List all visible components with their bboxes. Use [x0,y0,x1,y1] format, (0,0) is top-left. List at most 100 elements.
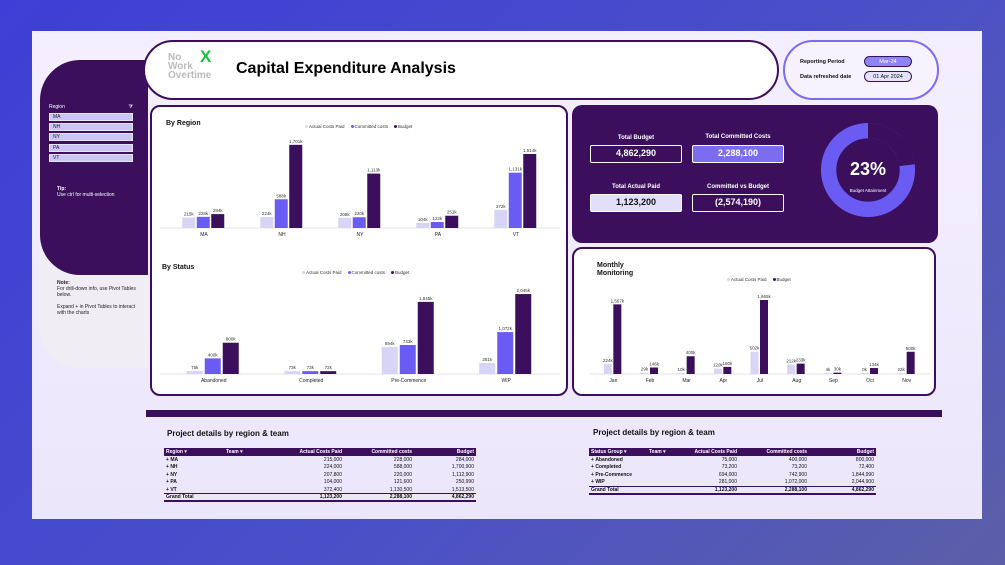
bar-mar-1[interactable] [686,356,695,374]
header-team[interactable]: Team ▾ [224,448,284,456]
slicer-item-ma[interactable]: MA [49,113,133,121]
table-cell: 1,844,990 [851,471,874,478]
table-cell [647,456,679,464]
data-label: 588k [276,193,287,198]
bar-oct-1[interactable] [870,368,878,374]
bar-aug-1[interactable] [796,363,805,374]
table-row[interactable]: + NY 207,800 220,000 1,112,900 [164,471,476,479]
header-status-group[interactable]: Status Group ▾ [589,448,647,456]
bar-ma-0[interactable] [182,217,196,228]
bar-oct-0[interactable] [860,373,869,374]
bar-feb-0[interactable] [640,372,649,374]
bar-abandoned-0[interactable] [186,371,203,374]
category-label: Completed [299,378,323,384]
table-cell: 2,288,100 [344,493,414,502]
grand-total-row: Grand Total 1,123,200 2,288,100 4,862,290 [164,493,476,502]
by-status-title: By Status [162,264,195,271]
bar-pre-commence-2[interactable] [417,301,434,374]
category-label: NY [357,232,365,238]
bar-abandoned-1[interactable] [204,358,221,374]
bar-pa-0[interactable] [416,222,430,228]
table-cell: + NY [166,471,178,478]
bar-nov-0[interactable] [897,373,906,374]
bar-completed-1[interactable] [302,371,319,374]
category-label: Nov [902,378,911,384]
bar-nh-1[interactable] [274,199,288,228]
bar-completed-0[interactable] [284,371,301,374]
bar-ny-2[interactable] [367,173,381,228]
bar-sep-1[interactable] [833,372,842,374]
bar-mar-0[interactable] [677,373,686,374]
bar-ma-2[interactable] [211,214,225,228]
table-cell [224,471,284,479]
table-cell: + PA [166,479,177,486]
bar-wip-0[interactable] [479,363,496,374]
bar-apr-0[interactable] [713,368,722,374]
bar-ny-0[interactable] [338,217,352,228]
table-row[interactable]: + Pre-Commence 694,000 742,900 1,844,990 [589,471,876,479]
table-row[interactable]: + MA 215,000 228,000 284,000 [164,456,476,464]
bar-pre-commence-0[interactable] [381,346,398,374]
header-region[interactable]: Region ▾ [164,448,224,456]
bar-pa-1[interactable] [430,222,444,228]
clear-filter-icon[interactable]: ⧩ [128,104,133,110]
bar-jan-1[interactable] [613,304,622,374]
logo-x-icon: X [200,47,212,66]
header-committed: Committed costs [739,448,809,456]
data-label: 120k [713,363,724,368]
bar-sep-0[interactable] [823,373,832,374]
data-label: 1,072k [498,326,512,331]
bar-aug-0[interactable] [787,364,796,374]
bar-feb-1[interactable] [650,367,658,374]
bar-ma-1[interactable] [196,216,210,228]
bar-wip-1[interactable] [497,332,514,374]
table-cell: 2,044,900 [851,479,874,485]
header-actual: Actual Costs Paid [679,448,739,456]
table-cell: + WIP [591,479,605,485]
bar-nh-0[interactable] [260,217,274,228]
note-text: Note: For drill-down info, use Pivot Tab… [57,280,136,316]
data-label: 1,514k [523,148,537,153]
table-row[interactable]: + VT 372,400 1,130,500 1,513,500 [164,486,476,494]
table-cell: + VT [166,486,177,493]
bar-vt-0[interactable] [494,209,508,228]
slicer-item-nh[interactable]: NH [49,123,133,132]
slicer-item-vt[interactable]: VT [49,153,133,162]
bar-ny-1[interactable] [352,217,366,228]
bar-jul-0[interactable] [750,351,759,374]
data-label: 215k [184,211,195,216]
category-label: PA [435,232,442,238]
bar-nov-1[interactable] [906,351,915,374]
bar-pre-commence-1[interactable] [399,344,416,374]
bar-vt-1[interactable] [508,172,522,228]
bar-pa-2[interactable] [445,215,459,228]
bar-nh-2[interactable] [289,144,303,228]
bar-vt-2[interactable] [523,153,537,228]
bar-jan-0[interactable] [603,364,612,374]
slicer-item-ny[interactable]: NY [49,133,133,142]
category-label: Jan [609,378,617,384]
total-actual-value: 1,123,200 [590,194,682,212]
bar-wip-2[interactable] [515,294,532,374]
logo: No Work Overtime X [168,47,212,81]
header-team[interactable]: Team ▾ [647,448,679,456]
slicer-item-pa[interactable]: PA [49,143,133,152]
bar-jul-1[interactable] [760,300,768,374]
by-region-legend: Actual Costs Paid Committed costs Budget [305,124,412,129]
table-row[interactable]: + WIP 281,000 1,072,000 2,044,900 [589,479,876,487]
table-row[interactable]: + PA 104,000 121,600 250,990 [164,479,476,487]
table-row[interactable]: + NH 224,000 588,000 1,700,900 [164,464,476,472]
table-row[interactable]: + Abandoned 75,000 400,000 800,000 [589,456,876,464]
table-cell [224,456,284,464]
bar-abandoned-2[interactable] [222,342,239,374]
by-status-legend: Actual Costs Paid Committed costs Budget [302,270,409,275]
bar-completed-2[interactable] [320,371,337,374]
data-label: 122k [432,216,443,221]
bar-apr-1[interactable] [723,366,732,374]
table-row[interactable]: + Completed 73,200 73,200 72,400 [589,464,876,472]
data-label: 743k [403,339,414,344]
status-table-title: Project details by region & team [593,428,715,437]
section-divider [146,410,942,417]
reporting-period-value[interactable]: Mar-24 [864,56,912,67]
